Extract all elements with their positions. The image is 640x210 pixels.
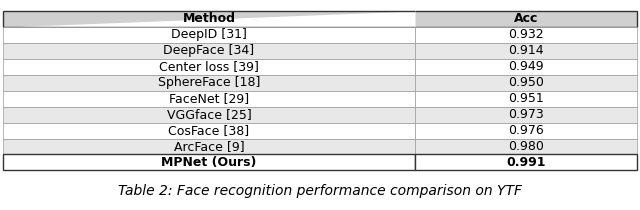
Text: Table 2: Face recognition performance comparison on YTF: Table 2: Face recognition performance co…: [118, 184, 522, 198]
